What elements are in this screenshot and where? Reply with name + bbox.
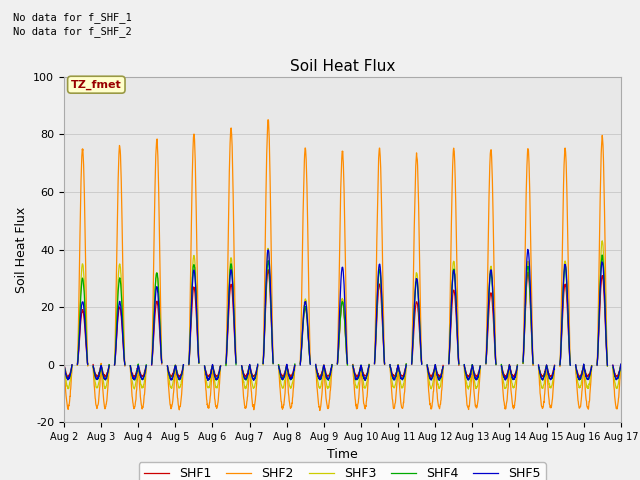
SHF3 bbox=[617, 362, 625, 368]
Line: SHF3: SHF3 bbox=[64, 241, 621, 389]
SHF4 bbox=[359, 370, 367, 375]
SHF2 bbox=[60, 363, 68, 369]
SHF5 bbox=[371, 357, 379, 363]
SHF5 bbox=[216, 369, 223, 374]
SHF2 bbox=[359, 387, 367, 393]
SHF5 bbox=[60, 361, 68, 367]
SHF5 bbox=[504, 369, 512, 374]
SHF3 bbox=[216, 371, 223, 377]
SHF4 bbox=[60, 361, 68, 367]
SHF1 bbox=[504, 366, 512, 372]
SHF1 bbox=[371, 358, 379, 364]
Text: No data for f_SHF_2: No data for f_SHF_2 bbox=[13, 26, 132, 37]
SHF1 bbox=[359, 369, 367, 374]
SHF1 bbox=[216, 366, 223, 372]
SHF4 bbox=[216, 368, 223, 374]
SHF5 bbox=[359, 371, 367, 376]
Line: SHF5: SHF5 bbox=[64, 250, 621, 380]
SHF1 bbox=[60, 362, 68, 368]
SHF3 bbox=[359, 376, 367, 382]
SHF2 bbox=[504, 380, 512, 386]
SHF5 bbox=[584, 376, 591, 382]
SHF3 bbox=[504, 372, 512, 377]
Line: SHF4: SHF4 bbox=[64, 255, 621, 381]
SHF2 bbox=[216, 381, 223, 386]
SHF1 bbox=[617, 361, 625, 367]
SHF2 bbox=[371, 350, 379, 356]
SHF3 bbox=[60, 362, 68, 368]
Title: Soil Heat Flux: Soil Heat Flux bbox=[290, 59, 395, 74]
Line: SHF1: SHF1 bbox=[64, 270, 621, 377]
SHF3 bbox=[584, 385, 591, 391]
SHF2 bbox=[584, 405, 591, 410]
Text: No data for f_SHF_1: No data for f_SHF_1 bbox=[13, 12, 132, 23]
SHF4 bbox=[371, 357, 379, 362]
Line: SHF2: SHF2 bbox=[64, 120, 621, 410]
SHF3 bbox=[371, 358, 379, 363]
SHF4 bbox=[504, 368, 512, 374]
Legend: SHF1, SHF2, SHF3, SHF4, SHF5: SHF1, SHF2, SHF3, SHF4, SHF5 bbox=[139, 462, 546, 480]
SHF5 bbox=[617, 361, 625, 367]
SHF2 bbox=[617, 362, 625, 368]
SHF1 bbox=[584, 373, 591, 379]
X-axis label: Time: Time bbox=[327, 448, 358, 461]
Y-axis label: Soil Heat Flux: Soil Heat Flux bbox=[15, 206, 28, 293]
SHF4 bbox=[617, 362, 625, 368]
Text: TZ_fmet: TZ_fmet bbox=[71, 80, 122, 90]
SHF4 bbox=[584, 376, 591, 382]
